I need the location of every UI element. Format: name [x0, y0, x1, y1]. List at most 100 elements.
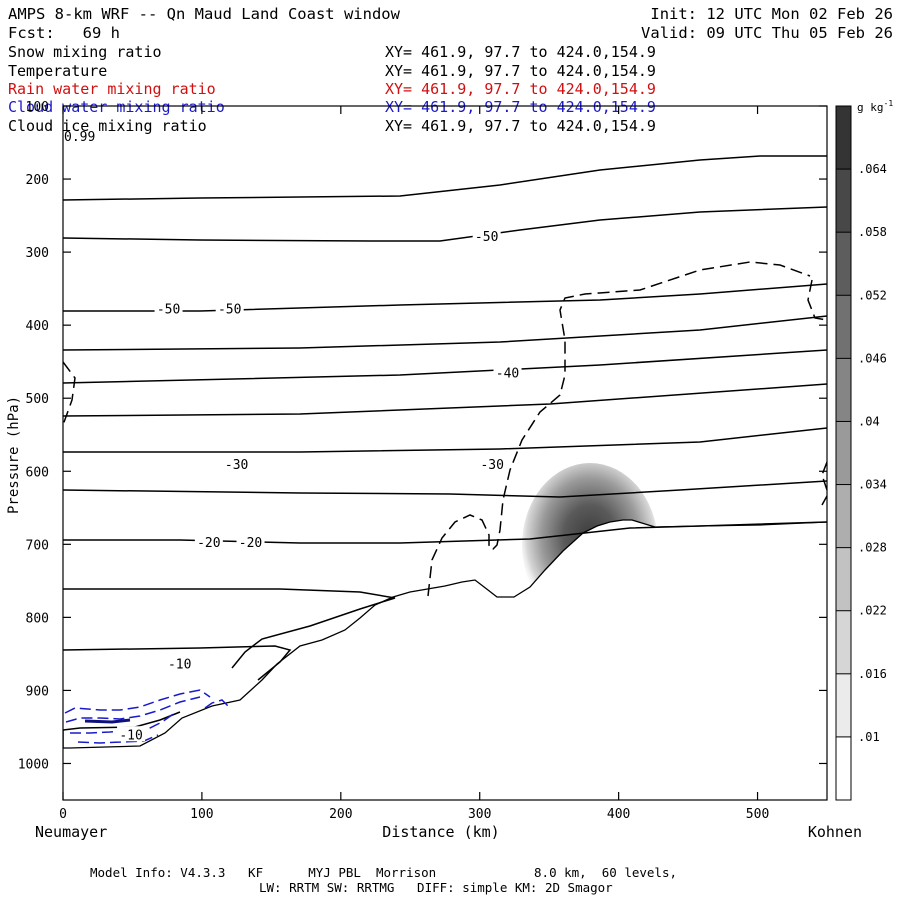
field-name-rain: Rain water mixing ratio — [8, 80, 216, 98]
cloud-water-contour — [70, 711, 177, 734]
temperature-label: -10 — [168, 657, 191, 672]
colorbar-tick-label: .04 — [858, 414, 880, 428]
colorbar-tick-label: .046 — [858, 351, 887, 365]
temperature-label: -50 — [157, 302, 180, 317]
colorbar-unit-exponent: -1 — [884, 99, 894, 108]
colorbar-segment — [836, 295, 851, 359]
y-tick-label: 600 — [26, 465, 49, 480]
temperature-label-bg — [472, 228, 501, 244]
x-tick-label: 200 — [329, 807, 352, 822]
temperature-label-bg — [478, 455, 507, 471]
cloud-water-contour — [64, 689, 211, 714]
cloud-water-contour — [65, 696, 201, 723]
field-legend: Snow mixing ratio XY= 461.9, 97.7 to 424… — [8, 43, 656, 135]
isotherm — [63, 588, 396, 669]
colorbar-tick-label: .028 — [858, 541, 887, 555]
temperature-label-bg — [236, 534, 265, 550]
forecast-hour: Fcst: 69 h — [8, 24, 120, 42]
colorbar-segment — [836, 421, 851, 485]
field-xy-snow: XY= 461.9, 97.7 to 424.0,154.9 — [385, 43, 656, 61]
cloud-water-core-line — [84, 718, 131, 724]
temperature-label-bg — [194, 534, 223, 550]
isotherm — [63, 349, 827, 384]
cloud-water-contour — [77, 734, 159, 744]
y-tick-label: 900 — [26, 684, 49, 699]
field-name-temperature: Temperature — [8, 62, 107, 80]
isotherm — [63, 155, 827, 201]
terrain-mask — [63, 520, 827, 800]
isotherm — [63, 480, 827, 498]
colorbar-tick-label: .052 — [858, 288, 887, 302]
plot-frame — [62, 105, 828, 801]
field-xy-cloud-water: XY= 461.9, 97.7 to 424.0,154.9 — [385, 98, 656, 116]
colorbar-tick-label: .022 — [858, 604, 887, 618]
colorbar: .01 .016 .022 .028 .034 .04 .046 .052 .058 .064 — [835, 105, 887, 801]
chart-title: AMPS 8-km WRF -- Qn Maud Land Coast wind… — [8, 5, 401, 23]
cloud-water-core — [84, 718, 131, 724]
isotherm — [63, 645, 292, 681]
y-tick-label: 100 — [26, 100, 49, 115]
init-time: Init: 12 UTC Mon 02 Feb 26 — [650, 5, 893, 23]
colorbar-tick-label: .01 — [858, 730, 880, 744]
isotherm — [63, 315, 827, 351]
colorbar-segment — [836, 106, 851, 170]
field-name-cloud-ice: Cloud ice mixing ratio — [8, 117, 207, 135]
temperature-labels: -50 -50 -50 -40 -30 -30 -20 -20 -10 -10 — [117, 228, 522, 743]
terrain-outline — [63, 519, 827, 749]
temperature-label-bg — [117, 726, 146, 742]
colorbar-segment — [836, 358, 851, 422]
temperature-label: -10 — [119, 728, 142, 743]
colorbar-segment — [836, 169, 851, 233]
x-axis-label: Distance (km) — [382, 823, 499, 841]
valid-time: Valid: 09 UTC Thu 05 Feb 26 — [641, 24, 893, 42]
colorbar-tick-label: .058 — [858, 225, 887, 239]
colorbar-segment — [836, 484, 851, 548]
colorbar-unit-text: g kg — [857, 101, 884, 114]
left-endpoint-label: Neumayer — [35, 823, 107, 841]
field-xy-cloud-ice: XY= 461.9, 97.7 to 424.0,154.9 — [385, 117, 656, 135]
colorbar-segment — [836, 673, 851, 737]
temperature-label-bg — [222, 455, 251, 471]
y-tick-label: 700 — [26, 538, 49, 553]
temperature-label-bg — [154, 300, 183, 316]
y-axis: 100 200 300 400 500 600 700 800 900 1000 — [18, 100, 827, 772]
dashed-contour-left — [63, 361, 76, 426]
x-tick-label: 400 — [607, 807, 630, 822]
colorbar-tick-label: .034 — [858, 478, 887, 492]
dashed-contours — [63, 261, 827, 597]
field-name-snow: Snow mixing ratio — [8, 43, 162, 61]
temperature-label: -20 — [197, 536, 220, 551]
temperature-label: -30 — [480, 458, 503, 473]
x-axis: 0 100 200 300 400 500 — [59, 106, 769, 822]
y-tick-label: 1000 — [18, 757, 49, 772]
isotherm — [63, 711, 181, 748]
isotherm — [63, 427, 827, 453]
colorbar-tick-label: .016 — [858, 667, 887, 681]
temperature-label-bg — [165, 655, 194, 671]
colorbar-segment — [836, 232, 851, 296]
colorbar-tick-label: .064 — [858, 162, 887, 176]
temperature-label-bg — [215, 300, 244, 316]
y-tick-label: 800 — [26, 611, 49, 626]
temperature-label: -50 — [218, 302, 241, 317]
temperature-label: -40 — [496, 367, 519, 382]
isotherm — [63, 206, 827, 242]
cloud-water-contours — [64, 689, 229, 744]
y-tick-label: 500 — [26, 392, 49, 407]
right-endpoint-label: Kohnen — [808, 823, 862, 841]
physics-info: LW: RRTM SW: RRTMG DIFF: simple KM: 2D S… — [259, 880, 613, 895]
y-axis-label: Pressure (hPa) — [6, 396, 22, 514]
x-tick-label: 0 — [59, 807, 67, 822]
x-tick-label: 300 — [468, 807, 491, 822]
y-tick-label: 400 — [26, 319, 49, 334]
colorbar-frame — [835, 105, 852, 801]
temperature-label: -20 — [239, 536, 262, 551]
temperature-label-bg — [493, 364, 522, 380]
y-tick-label: 200 — [26, 173, 49, 188]
overlay-label: 0.99 — [64, 130, 95, 145]
dashed-contour-main — [427, 261, 811, 597]
x-tick-label: 500 — [746, 807, 769, 822]
x-tick-label: 100 — [190, 807, 213, 822]
temperature-label: -50 — [475, 230, 498, 245]
